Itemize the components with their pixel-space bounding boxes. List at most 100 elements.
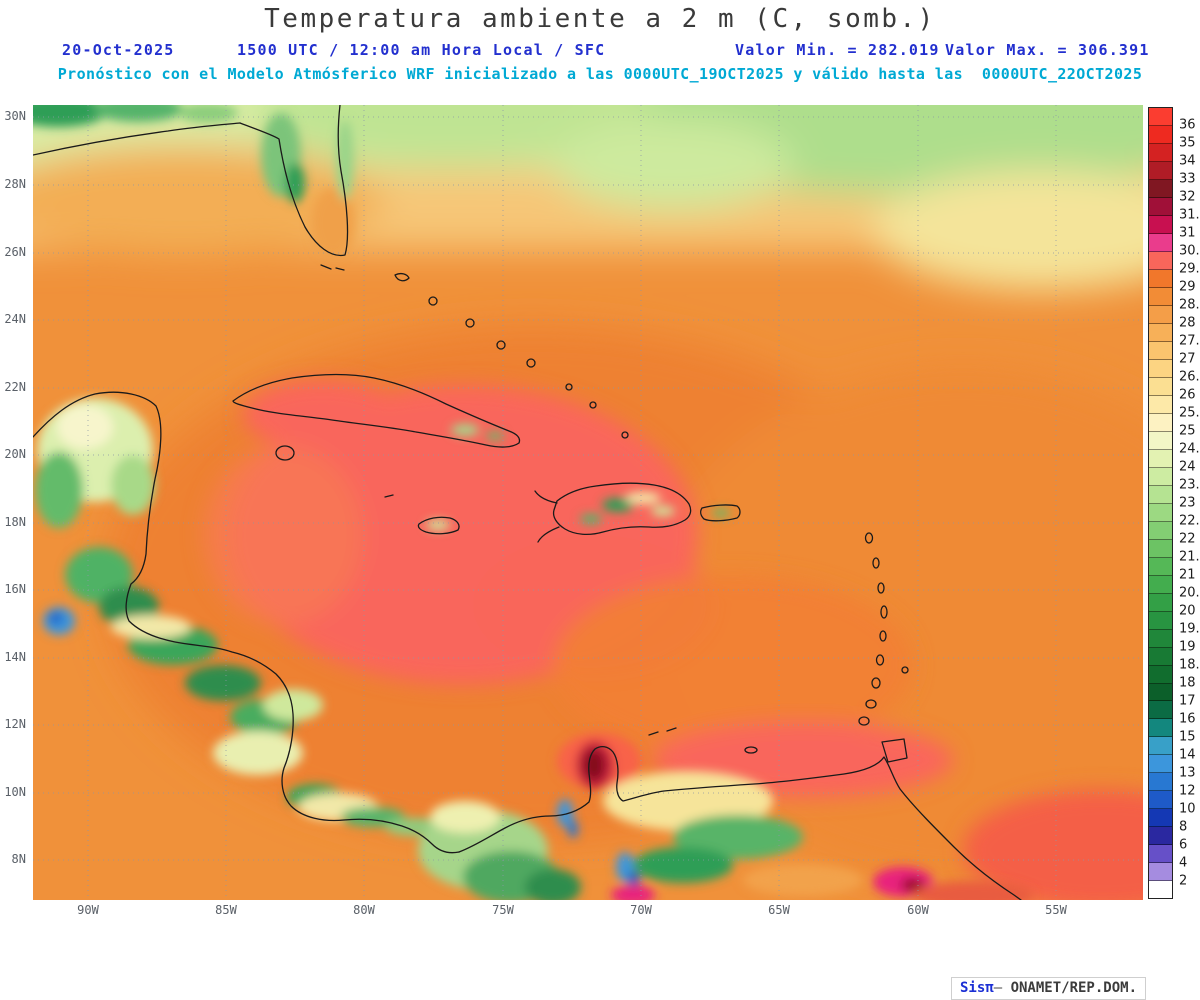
colorbar-tick-label: 16	[1179, 711, 1196, 727]
colorbar-tick-label: 25.5	[1179, 405, 1200, 421]
coastline-south-america	[458, 745, 1022, 900]
colorbar-tick-label: 24	[1179, 459, 1196, 475]
lat-tick-label: 18N	[4, 515, 26, 529]
coastline-us-gulf	[33, 122, 241, 156]
colorbar-cell	[1149, 791, 1172, 810]
valid-time: 1500 UTC / 12:00 am Hora Local / SFC	[237, 41, 606, 59]
colorbar-cell	[1149, 449, 1172, 468]
colorbar-tick-label: 20	[1179, 603, 1196, 619]
colorbar-cell	[1149, 881, 1172, 899]
colorbar-tick-label: 13	[1179, 765, 1196, 781]
lon-tick-label: 65W	[768, 903, 790, 917]
forecast-date: 20-Oct-2025	[62, 41, 175, 59]
map-svg	[33, 105, 1143, 900]
colorbar-tick-label: 10	[1179, 801, 1196, 817]
colorbar-tick-label: 22.5	[1179, 513, 1200, 529]
colorbar-cell	[1149, 809, 1172, 828]
subtitle-row: 20-Oct-2025 1500 UTC / 12:00 am Hora Loc…	[0, 41, 1200, 61]
colorbar-tick-label: 12	[1179, 783, 1196, 799]
land-detail-blobs	[33, 105, 1033, 900]
colorbar-tick-label: 22	[1179, 531, 1196, 547]
lat-axis: 30N 28N 26N 24N 22N 20N 18N 16N 14N 12N 10N 8N	[0, 105, 29, 900]
lon-tick-label: 70W	[630, 903, 652, 917]
colorbar-tick-label: 34	[1179, 153, 1196, 169]
colorbar-tick-label: 21	[1179, 567, 1196, 583]
colorbar-tick-label: 18.5	[1179, 657, 1200, 673]
coastline-florida	[239, 105, 349, 257]
florida-keys	[320, 264, 345, 271]
lat-tick-label: 28N	[4, 177, 26, 191]
colorbar-tick-label: 26.5	[1179, 369, 1200, 385]
model-info-line: Pronóstico con el Modelo Atmósferico WRF…	[57, 65, 1143, 83]
lon-tick-label: 90W	[77, 903, 99, 917]
colorbar-tick-label: 19	[1179, 639, 1196, 655]
colorbar-tick-label: 31	[1179, 225, 1196, 241]
lat-tick-label: 24N	[4, 312, 26, 326]
lat-tick-label: 8N	[11, 852, 26, 866]
lon-axis: 90W 85W 80W 75W 70W 65W 60W 55W	[33, 903, 1143, 921]
colorbar-tick-label: 23	[1179, 495, 1196, 511]
colorbar-tick-label: 33	[1179, 171, 1196, 187]
colorbar-tick-label: 2	[1179, 873, 1188, 889]
colorbar-cell	[1149, 557, 1172, 576]
colorbar-cell	[1149, 341, 1172, 360]
colorbar-tick-label: 27.5	[1179, 333, 1200, 349]
page-title: Temperatura ambiente a 2 m (C, somb.)	[264, 4, 936, 34]
lat-tick-label: 14N	[4, 650, 26, 664]
colorbar-tick-label: 36	[1179, 117, 1196, 133]
colorbar-cell	[1149, 647, 1172, 666]
colorbar-cell	[1149, 521, 1172, 540]
colorbar-tick-label: 25	[1179, 423, 1196, 439]
colorbar-cell	[1149, 161, 1172, 180]
lat-tick-label: 26N	[4, 245, 26, 259]
colorbar-cell	[1149, 413, 1172, 432]
colorbar-cell	[1149, 233, 1172, 252]
colorbar-tick-label: 4	[1179, 855, 1188, 871]
colorbar-tick-label: 14	[1179, 747, 1196, 763]
colorbar-labels: 363534333231.53130.729.72928.52827.52726…	[1179, 107, 1200, 899]
lon-tick-label: 75W	[492, 903, 514, 917]
lat-tick-label: 30N	[4, 109, 26, 123]
colorbar-tick-label: 28	[1179, 315, 1196, 331]
colorbar-cell	[1149, 737, 1172, 756]
colorbar-cell	[1149, 125, 1172, 144]
lon-tick-label: 60W	[907, 903, 929, 917]
grid-lines	[33, 105, 1143, 900]
colorbar-cell	[1149, 359, 1172, 378]
colorbar-tick-label: 17	[1179, 693, 1196, 709]
colorbar-cell	[1149, 179, 1172, 198]
credit-org: ONAMET/REP.DOM.	[1010, 980, 1138, 996]
lat-tick-label: 12N	[4, 717, 26, 731]
colorbar-tick-label: 29	[1179, 279, 1196, 295]
colorbar-cell	[1149, 197, 1172, 216]
colorbar-cell	[1149, 845, 1172, 864]
island-jamaica	[417, 516, 460, 535]
colorbar-cell	[1149, 287, 1172, 306]
colorbar-cell	[1149, 575, 1172, 594]
colorbar-cell	[1149, 665, 1172, 684]
value-min: Valor Min. = 282.019	[735, 41, 940, 59]
colorbar-cell	[1149, 863, 1172, 882]
colorbar-tick-label: 15	[1179, 729, 1196, 745]
colorbar-cell	[1149, 755, 1172, 774]
credit-box: Sisπ– ONAMET/REP.DOM.	[951, 977, 1147, 1000]
colorbar-cell	[1149, 269, 1172, 288]
lat-tick-label: 22N	[4, 380, 26, 394]
colorbar-tick-label: 20.5	[1179, 585, 1200, 601]
colorbar-cell	[1149, 611, 1172, 630]
colorbar-tick-label: 24.5	[1179, 441, 1200, 457]
colorbar-cell	[1149, 593, 1172, 612]
colorbar-tick-label: 29.7	[1179, 261, 1200, 277]
colorbar-cells	[1148, 107, 1173, 899]
colorbar-tick-label: 35	[1179, 135, 1196, 151]
lon-tick-label: 80W	[353, 903, 375, 917]
lon-tick-label: 55W	[1045, 903, 1067, 917]
colorbar-tick-label: 6	[1179, 837, 1188, 853]
lon-tick-label: 85W	[215, 903, 237, 917]
colorbar-cell	[1149, 539, 1172, 558]
colorbar-cell	[1149, 629, 1172, 648]
island-trinidad	[881, 738, 908, 763]
colorbar-tick-label: 28.5	[1179, 297, 1200, 313]
islands-lesser-antilles	[858, 532, 909, 726]
colorbar-tick-label: 18	[1179, 675, 1196, 691]
